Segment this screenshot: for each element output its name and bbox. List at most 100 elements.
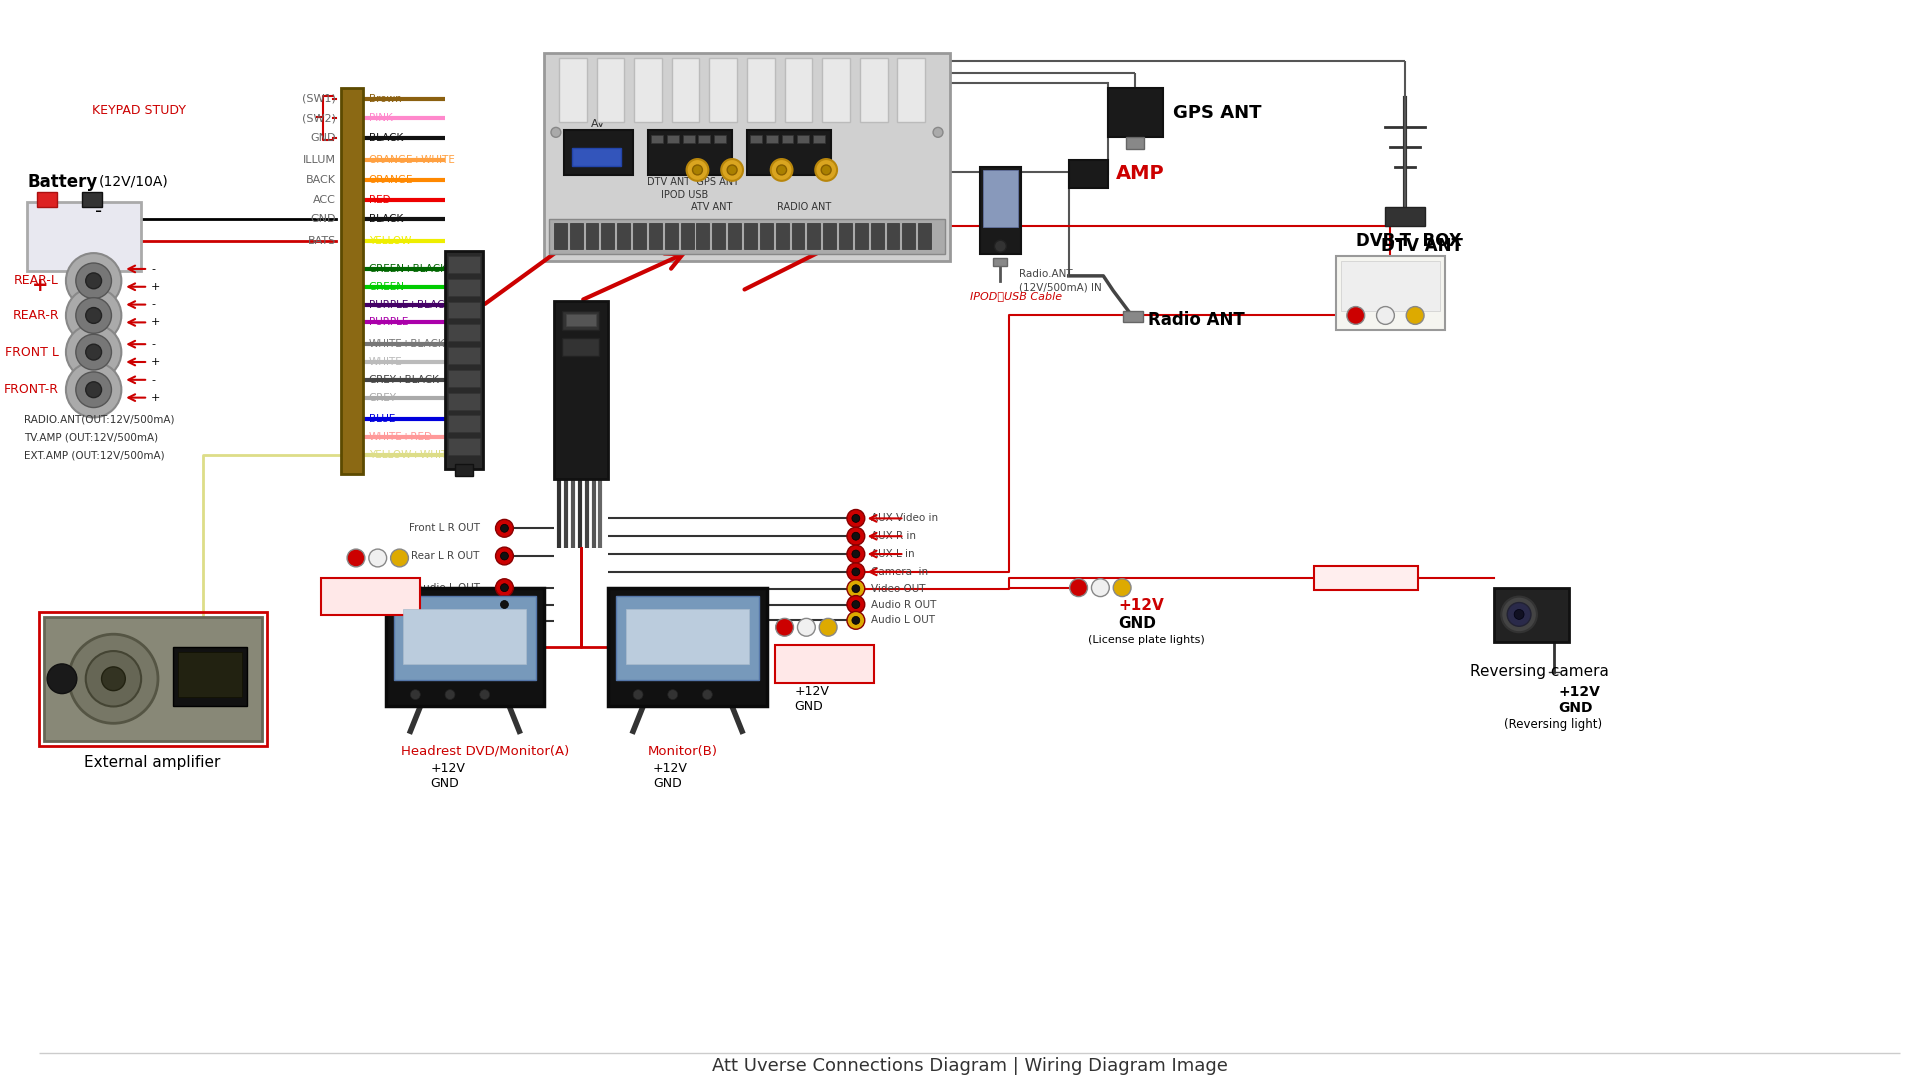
Bar xyxy=(386,588,543,706)
Text: Audio in: Audio in xyxy=(780,665,828,678)
Text: Audio in: Audio in xyxy=(326,598,374,611)
Circle shape xyxy=(847,510,864,527)
Circle shape xyxy=(722,159,743,180)
Text: Video.: Video. xyxy=(326,582,363,595)
Circle shape xyxy=(86,382,102,397)
Circle shape xyxy=(778,165,787,175)
Text: Front L R OUT: Front L R OUT xyxy=(409,524,480,534)
Bar xyxy=(321,578,420,616)
Bar xyxy=(597,58,624,122)
Bar xyxy=(1336,256,1446,330)
Circle shape xyxy=(770,159,793,180)
Bar xyxy=(634,224,645,249)
Circle shape xyxy=(495,519,513,537)
Text: GREEN: GREEN xyxy=(369,282,405,292)
Circle shape xyxy=(1405,307,1425,324)
Text: GND: GND xyxy=(311,133,336,144)
Bar xyxy=(555,300,609,478)
Text: PINK: PINK xyxy=(369,113,392,123)
Text: ACC: ACC xyxy=(313,194,336,204)
Bar xyxy=(1386,206,1425,227)
Circle shape xyxy=(847,563,864,581)
Bar xyxy=(555,224,566,249)
Text: Video.: Video. xyxy=(780,649,816,662)
Circle shape xyxy=(693,165,703,175)
Circle shape xyxy=(852,617,860,624)
Bar xyxy=(979,167,1021,254)
Circle shape xyxy=(86,651,142,706)
Bar xyxy=(699,135,710,144)
Text: AV: AV xyxy=(591,120,605,130)
Text: PURPLE+BLACK: PURPLE+BLACK xyxy=(369,299,451,310)
Circle shape xyxy=(480,690,490,700)
Text: GND: GND xyxy=(653,778,682,791)
Circle shape xyxy=(847,545,864,563)
Circle shape xyxy=(1515,609,1524,619)
Text: Camera signal: Camera signal xyxy=(1319,571,1405,584)
Text: +: + xyxy=(152,282,161,292)
Text: EXT.AMP (OUT:12V/500mA): EXT.AMP (OUT:12V/500mA) xyxy=(25,450,165,460)
Text: AUX-L in: AUX-L in xyxy=(870,549,914,559)
Text: GREEN+BLACK: GREEN+BLACK xyxy=(369,264,447,274)
Circle shape xyxy=(668,690,678,700)
Text: KEYPAD STUDY: KEYPAD STUDY xyxy=(92,104,186,117)
Bar xyxy=(403,609,526,664)
Text: IPOD。USB Cable: IPOD。USB Cable xyxy=(970,291,1062,300)
Circle shape xyxy=(797,619,816,636)
Circle shape xyxy=(1091,579,1110,596)
Text: WHITE+BLACK: WHITE+BLACK xyxy=(369,339,445,349)
Circle shape xyxy=(822,165,831,175)
Circle shape xyxy=(65,324,121,380)
Text: (Reversing light): (Reversing light) xyxy=(1503,718,1603,731)
Circle shape xyxy=(852,600,860,608)
Circle shape xyxy=(728,165,737,175)
Bar xyxy=(83,192,102,206)
Text: Rear L R OUT: Rear L R OUT xyxy=(411,551,480,561)
Bar xyxy=(797,135,810,144)
Bar xyxy=(791,224,804,249)
Bar xyxy=(747,58,774,122)
Bar xyxy=(1494,588,1569,643)
Text: Audio R OUT: Audio R OUT xyxy=(415,599,480,609)
Circle shape xyxy=(501,583,509,592)
Bar xyxy=(649,224,662,249)
Text: BLACK: BLACK xyxy=(369,215,403,225)
Bar xyxy=(672,58,699,122)
Text: FRONT L: FRONT L xyxy=(6,346,60,359)
Bar xyxy=(781,135,793,144)
Bar xyxy=(1340,261,1440,311)
Circle shape xyxy=(445,690,455,700)
Bar xyxy=(601,224,614,249)
Text: Att Uverse Connections Diagram | Wiring Diagram Image: Att Uverse Connections Diagram | Wiring … xyxy=(712,1057,1227,1075)
Circle shape xyxy=(75,372,111,407)
Text: (SW2): (SW2) xyxy=(301,113,336,123)
Circle shape xyxy=(634,690,643,700)
Bar xyxy=(712,224,726,249)
Text: Monitor(B): Monitor(B) xyxy=(647,744,718,757)
Text: GND: GND xyxy=(1117,616,1156,631)
Text: AUX-R in: AUX-R in xyxy=(870,531,916,541)
Text: Headrest DVD/Monitor(A): Headrest DVD/Monitor(A) xyxy=(401,744,568,757)
Bar xyxy=(747,131,831,175)
Bar xyxy=(618,224,630,249)
Bar xyxy=(760,224,772,249)
Circle shape xyxy=(86,345,102,360)
Bar xyxy=(902,224,916,249)
Text: TV.AMP (OUT:12V/500mA): TV.AMP (OUT:12V/500mA) xyxy=(25,432,159,442)
Circle shape xyxy=(816,159,837,180)
Text: Video OUT: Video OUT xyxy=(424,617,480,626)
Bar xyxy=(776,224,789,249)
Bar xyxy=(27,202,142,271)
Bar xyxy=(647,131,732,175)
Bar xyxy=(1127,137,1144,149)
Circle shape xyxy=(995,240,1006,252)
Bar xyxy=(774,645,874,683)
Bar xyxy=(564,131,634,175)
Bar xyxy=(566,314,595,326)
Circle shape xyxy=(75,264,111,299)
Circle shape xyxy=(687,159,708,180)
Circle shape xyxy=(369,549,386,567)
Bar xyxy=(445,252,482,469)
Circle shape xyxy=(495,595,513,613)
Text: -: - xyxy=(152,299,156,310)
